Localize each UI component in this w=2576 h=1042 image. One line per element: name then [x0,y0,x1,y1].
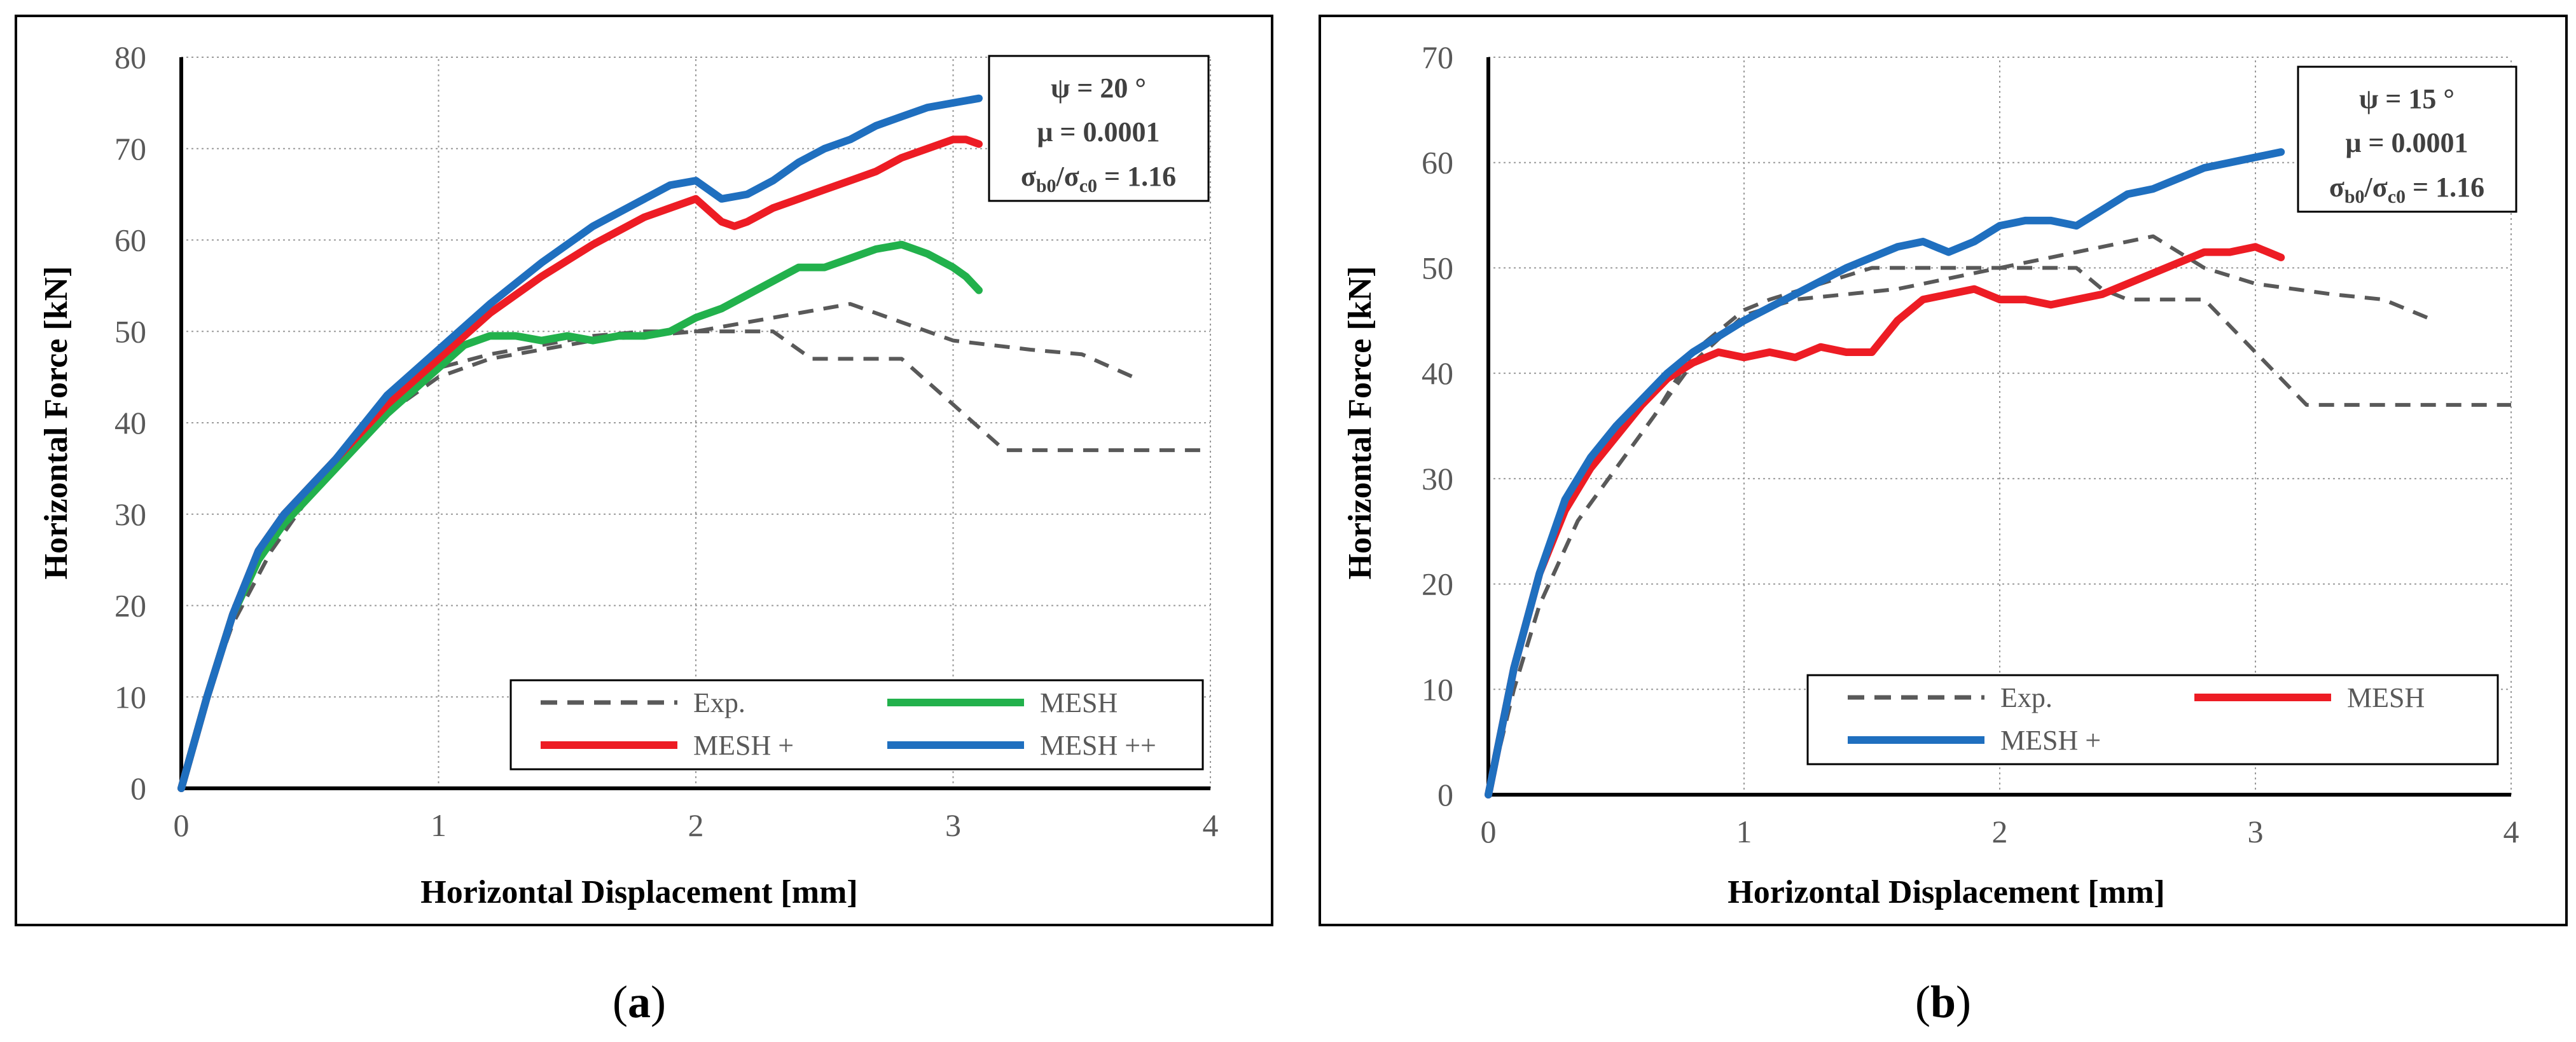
x-axis-label-a: Horizontal Displacement [mm] [420,874,857,910]
legend-label-meshplusplus-a: MESH ++ [1040,730,1156,761]
legend-label-exp-a: Exp. [693,687,745,718]
y-tick-label: 80 [114,39,146,75]
chart-panel-a: 0 10 20 30 40 50 60 70 80 0 1 2 3 4 Horizontal Displa… [15,15,1273,926]
y-tick-label: 0 [1437,777,1453,812]
series-group-a [177,94,1210,792]
x-tick-label: 1 [431,807,447,843]
y-tick-label: 60 [1422,145,1453,181]
annotation-mu-b: μ = 0.0001 [2345,127,2468,158]
caption-b: (b) [1915,977,1971,1027]
y-tick-label: 50 [114,313,146,349]
axes-b [1486,57,2511,797]
x-tick-label: 4 [2503,814,2519,849]
series-line-meshplusplus-4 [177,94,983,792]
y-tick-label: 40 [1422,355,1453,391]
legend-b: Exp. MESH MESH + [1806,674,2499,765]
legend-label-exp-b: Exp. [2000,682,2053,713]
legend-a: Exp. MESH MESH + MESH ++ [509,679,1204,771]
annotation-box-b: ψ = 15 ° μ = 0.0001 σb0/σc0 = 1.16 [2297,65,2517,213]
x-tick-label: 0 [174,807,190,843]
y-tick-label: 10 [114,679,146,715]
series-group-b [1485,148,2511,799]
legend-label-mesh-b: MESH [2347,682,2425,713]
y-tick-label: 20 [1422,566,1453,602]
annotation-sigma-a: σb0/σc0 = 1.16 [1021,161,1176,196]
y-tick-label: 40 [114,405,146,441]
legend-label-meshplus-a: MESH + [693,730,794,761]
annotation-box-a: ψ = 20 ° μ = 0.0001 σb0/σc0 = 1.16 [988,55,1210,202]
x-axis-label-b: Horizontal Displacement [mm] [1728,874,2164,910]
y-tick-label: 20 [114,588,146,624]
y-tick-label: 30 [114,497,146,532]
y-tick-label: 70 [1422,39,1453,75]
tick-labels-a: 0 10 20 30 40 50 60 70 80 0 1 2 3 4 [114,39,1219,843]
y-axis-label-b: Horizontal Force [kN] [1342,266,1378,580]
chart-panel-b: 0 10 20 30 40 50 60 70 0 1 2 3 4 Horizontal Displace… [1319,15,2568,926]
y-tick-label: 50 [1422,250,1453,285]
annotation-psi-a: ψ = 20 ° [1051,72,1146,104]
x-tick-label: 2 [1992,814,2008,849]
x-tick-label: 3 [945,807,961,843]
annotation-psi-b: ψ = 15 ° [2359,83,2455,114]
annotation-sigma-b: σb0/σc0 = 1.16 [2329,172,2484,207]
y-tick-label: 60 [114,223,146,258]
series-line-mesh-2 [177,240,983,792]
series-line-exp-1 [179,329,1210,789]
y-tick-label: 70 [114,131,146,167]
annotation-mu-a: μ = 0.0001 [1037,116,1160,147]
x-tick-label: 0 [1481,814,1497,849]
x-tick-label: 1 [1736,814,1752,849]
series-line-mesh-2 [1485,243,2285,799]
y-axis-label-a: Horizontal Force [kN] [38,266,74,580]
y-tick-label: 30 [1422,461,1453,497]
legend-label-meshplus-b: MESH + [2000,725,2101,756]
series-line-meshplus-3 [1485,148,2285,799]
grid-b [1488,57,2512,795]
axes-a [179,57,1210,790]
caption-a: (a) [613,977,666,1027]
y-tick-label: 0 [130,771,146,806]
x-tick-label: 3 [2248,814,2264,849]
legend-label-mesh-a: MESH [1040,687,1118,718]
x-tick-label: 4 [1203,807,1219,843]
y-tick-label: 10 [1422,671,1453,707]
series-line-exp-1 [1486,266,2511,795]
x-tick-label: 2 [688,807,704,843]
tick-labels-b: 0 10 20 30 40 50 60 70 0 1 2 3 4 [1422,39,2519,849]
